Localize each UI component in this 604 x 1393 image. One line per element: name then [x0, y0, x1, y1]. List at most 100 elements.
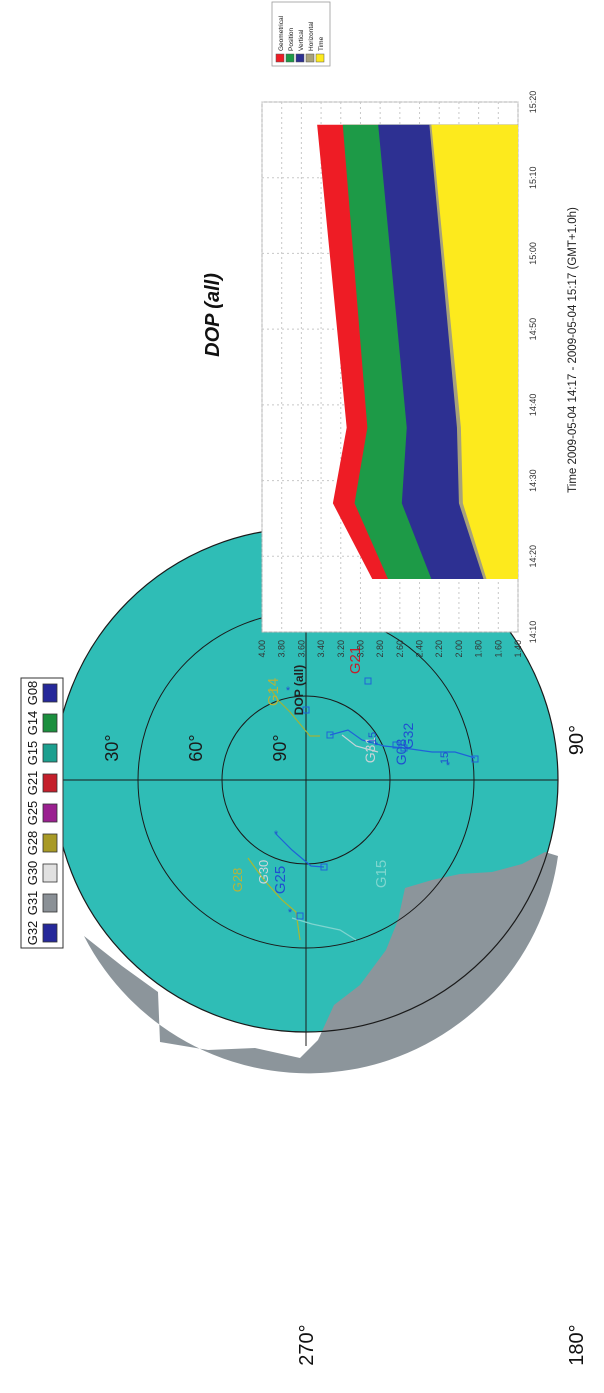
area-series-time: [431, 124, 518, 579]
legend-swatch-g28: [42, 833, 58, 853]
x-tick-label: 14:20: [528, 545, 538, 568]
track-g15: [291, 917, 357, 941]
track-endpoint-marker: [400, 744, 408, 752]
sat-label-g32: G32: [400, 723, 416, 750]
x-tick-label: 15:10: [528, 166, 538, 189]
track-endpoint-marker: [392, 741, 400, 749]
legend-swatch-g21: [42, 773, 58, 793]
chart-legend-swatch-vertical: [295, 53, 305, 63]
legend-swatch-g32: [42, 923, 58, 943]
chart-areas: [317, 124, 518, 579]
legend-swatch-g30: [42, 863, 58, 883]
legend-label-g21: G21: [25, 771, 40, 796]
chart-legend-label-horizontal: Horizontal: [308, 21, 315, 51]
sky-obstructed-region: [84, 852, 558, 1074]
dop-chart: 14:10 14:20 14:30 14:40 14:50 15:00 15:10 15:20…: [202, 1, 579, 715]
chart-legend: Geometrical Position Vertical Horizontal Tim…: [271, 1, 331, 67]
track-g31: [341, 734, 379, 753]
sat-label-g28: G28: [230, 868, 245, 893]
legend-label-g32: G32: [25, 921, 40, 946]
y-tick-labels: 1.40 1.60 1.80 2.00 2.20 2.40 2.60 2.80 3.00 3.20…: [257, 640, 523, 658]
chart-legend-label-time: Time: [318, 36, 325, 51]
ring-label-60: 60°: [186, 734, 206, 761]
legend-label-g25: G25: [25, 801, 40, 826]
legend-label-g30: G30: [25, 861, 40, 886]
x-tick-labels: 14:10 14:20 14:30 14:40 14:50 15:00 15:10 15:20: [528, 91, 538, 644]
y-tick-label: 3.20: [336, 640, 346, 658]
sat-label-g30: G30: [256, 860, 271, 885]
track-endpoint-marker: [471, 755, 479, 763]
legend-swatch-g25: [42, 803, 58, 823]
y-tick-label: 1.40: [513, 640, 523, 658]
epoch-star-marker: *: [286, 685, 291, 697]
legend-swatch-g08: [42, 683, 58, 703]
chart-title: DOP (all): [202, 273, 224, 357]
y-tick-label: 2.40: [415, 640, 425, 658]
legend-swatch-g31: [42, 893, 58, 913]
chart-legend-swatch-horizontal: [305, 53, 315, 63]
legend-label-g08: G08: [25, 681, 40, 706]
track-endpoint-marker: [326, 731, 334, 739]
direction-label-west: 270°: [296, 1324, 318, 1365]
legend-label-g28: G28: [25, 831, 40, 856]
x-tick-label: 15:20: [528, 91, 538, 114]
epoch-mark-label: 15: [367, 732, 379, 744]
direction-label-east: 90°: [566, 725, 588, 755]
y-tick-label: 4.00: [257, 640, 267, 658]
legend-label-g15: G15: [25, 741, 40, 766]
track-endpoint-marker: [320, 863, 328, 871]
track-endpoint-marker: [296, 912, 304, 920]
y-tick-label: 2.60: [395, 640, 405, 658]
y-tick-label: 3.00: [355, 640, 365, 658]
track-g28: [247, 857, 301, 941]
track-endpoint-marker: [364, 677, 372, 685]
x-axis-label: Time 2009-05-04 14:17 - 2009-05-04 15:17…: [567, 207, 579, 493]
epoch-star-marker: *: [288, 907, 293, 919]
epoch-mark-label: 15: [439, 752, 451, 764]
epoch-star-marker: *: [446, 760, 451, 772]
legend-label-g31: G31: [25, 891, 40, 916]
y-tick-label: 1.60: [493, 640, 503, 658]
satellite-labels: G25 G30 G28 G15 G14 G21 G31 G32 G08 15 1…: [230, 646, 451, 894]
track-g14: [269, 687, 320, 737]
y-tick-label: 2.00: [454, 640, 464, 658]
direction-label-south: 180°: [566, 1324, 588, 1365]
sat-label-g31: G31: [362, 737, 378, 764]
x-tick-label: 14:40: [528, 394, 538, 417]
legend-swatch-g15: [42, 743, 58, 763]
sat-label-g21: G21: [347, 646, 364, 674]
x-tick-label: 14:50: [528, 318, 538, 341]
ring-label-90: 90°: [270, 734, 290, 761]
y-axis-label: DOP (all): [292, 665, 306, 715]
epoch-star-marker: *: [274, 829, 279, 841]
ring-label-30: 30°: [102, 734, 122, 761]
chart-legend-label-vertical: Vertical: [298, 29, 305, 51]
epoch-star-marker: *: [374, 740, 379, 752]
x-tick-label: 14:10: [528, 621, 538, 644]
sat-label-g15: G15: [373, 860, 390, 888]
chart-legend-swatch-time: [315, 53, 325, 63]
satellite-tracks: * * * * *: [247, 677, 479, 941]
track-endpoint-marker: [302, 706, 310, 714]
x-tick-label: 15:00: [528, 242, 538, 265]
legend-label-g14: G14: [25, 711, 40, 736]
y-tick-label: 3.40: [316, 640, 326, 658]
sat-label-g25: G25: [272, 866, 289, 894]
sat-label-g08: G08: [393, 739, 409, 766]
y-tick-label: 2.20: [434, 640, 444, 658]
chart-legend-swatch-geometrical: [275, 53, 285, 63]
track-g25: [275, 833, 325, 868]
track-g32: [329, 729, 476, 759]
chart-legend-swatch-position: [285, 53, 295, 63]
y-tick-label: 1.80: [474, 640, 484, 658]
satellite-legend: G08 G14 G15 G21 G25 G28 G30 G31 G32: [20, 677, 64, 949]
y-tick-label: 3.60: [296, 640, 306, 658]
y-tick-label: 2.80: [375, 640, 385, 658]
y-tick-label: 3.80: [277, 640, 287, 658]
x-tick-label: 14:30: [528, 469, 538, 492]
sky-plot: ***** 0° 90° 180° 270° 30° 60° 90° G25 G…: [30, 514, 588, 1366]
sat-label-g14: G14: [265, 678, 282, 706]
chart-legend-label-position: Position: [288, 27, 295, 51]
legend-swatch-g14: [42, 713, 58, 733]
